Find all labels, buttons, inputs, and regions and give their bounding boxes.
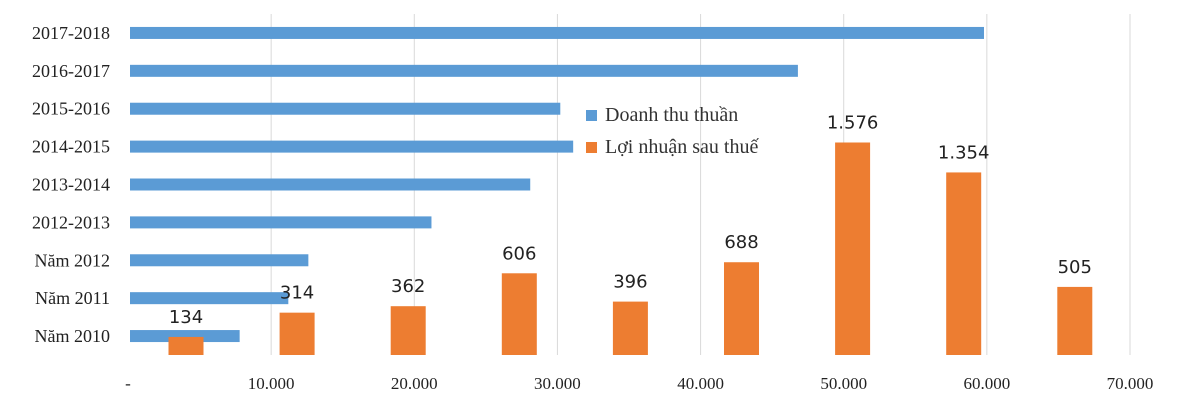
x-axis-tick-labels: - 10.000 20.000 30.000 40.000 50.000 60.000 70.… <box>125 374 1153 393</box>
revenue-bar <box>130 64 798 77</box>
revenue-bar <box>130 26 984 39</box>
x-tick-label: 40.000 <box>677 374 724 393</box>
revenue-bar <box>130 140 574 153</box>
profit-bar <box>390 306 426 355</box>
legend-label-revenue: Doanh thu thuần <box>605 104 738 126</box>
profit-data-label: 1.576 <box>827 112 879 133</box>
category-label: 2016-2017 <box>32 61 110 81</box>
revenue-bar <box>130 178 531 191</box>
revenue-bar <box>130 330 240 343</box>
category-axis-labels: Năm 2010 Năm 2011 Năm 2012 2012-2013 2013-20… <box>32 23 110 346</box>
profit-bar <box>501 273 537 355</box>
legend-swatch-profit <box>586 142 597 153</box>
x-tick-label: 60.000 <box>963 374 1010 393</box>
profit-bar <box>612 301 648 355</box>
category-label: Năm 2011 <box>35 288 110 308</box>
profit-bar <box>946 172 982 355</box>
profit-data-label: 606 <box>502 243 536 264</box>
profit-bar <box>724 262 759 355</box>
x-tick-label: 20.000 <box>391 374 438 393</box>
revenue-bar <box>130 216 432 229</box>
profit-data-label: 505 <box>1058 257 1092 278</box>
profit-bar <box>168 336 204 355</box>
x-tick-label: 50.000 <box>820 374 867 393</box>
category-label: 2015-2016 <box>32 99 110 119</box>
x-tick-label: 10.000 <box>248 374 295 393</box>
x-tick-label: 70.000 <box>1107 374 1154 393</box>
x-tick-label: - <box>125 374 131 393</box>
revenue-bar <box>130 102 561 115</box>
legend-label-profit: Lợi nhuận sau thuế <box>605 136 759 158</box>
category-label: 2013-2014 <box>32 175 110 195</box>
profit-data-label: 688 <box>724 232 758 253</box>
profit-data-label: 314 <box>280 283 314 304</box>
profit-bar <box>1057 286 1093 355</box>
profit-data-label: 362 <box>391 276 425 297</box>
revenue-bar <box>130 254 309 267</box>
profit-data-label: 396 <box>613 272 647 293</box>
category-label: 2014-2015 <box>32 137 110 157</box>
x-tick-label: 30.000 <box>534 374 581 393</box>
revenue-bar <box>130 292 289 305</box>
category-label: Năm 2012 <box>35 250 111 270</box>
category-label: Năm 2010 <box>35 326 111 346</box>
profit-data-label: 1.354 <box>938 142 990 163</box>
profit-bars <box>168 142 1093 355</box>
category-label: 2017-2018 <box>32 23 110 43</box>
revenue-bars <box>130 26 984 343</box>
legend: Doanh thu thuần Lợi nhuận sau thuế <box>586 104 759 158</box>
legend-swatch-revenue <box>586 110 597 121</box>
category-label: 2012-2013 <box>32 212 110 232</box>
profit-bar <box>279 312 315 355</box>
profit-bar <box>835 142 871 355</box>
profit-data-labels: 134 314 362 606 396 688 1.576 1.354 505 <box>169 112 1092 327</box>
profit-data-label: 134 <box>169 307 203 328</box>
